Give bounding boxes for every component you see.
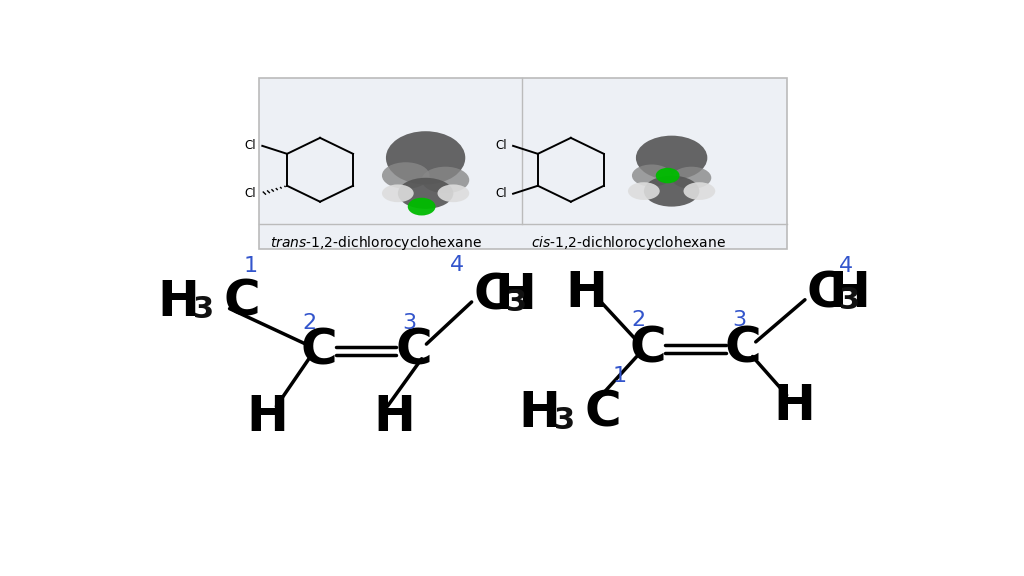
Text: $\mathit{trans}$-1,2-dichlorocyclohexane: $\mathit{trans}$-1,2-dichlorocyclohexane xyxy=(270,234,482,252)
Text: 1: 1 xyxy=(244,256,258,276)
Ellipse shape xyxy=(644,176,699,207)
Text: C: C xyxy=(223,278,260,326)
Text: Cl: Cl xyxy=(245,187,256,200)
Text: H: H xyxy=(158,278,200,326)
Ellipse shape xyxy=(397,178,454,209)
Ellipse shape xyxy=(437,184,469,202)
Ellipse shape xyxy=(628,182,659,200)
Text: C: C xyxy=(585,389,622,437)
Ellipse shape xyxy=(422,166,469,194)
Ellipse shape xyxy=(655,168,680,183)
Text: C: C xyxy=(630,324,667,373)
Text: C: C xyxy=(473,271,510,319)
Ellipse shape xyxy=(672,166,712,189)
Text: 3: 3 xyxy=(506,289,526,317)
Text: H: H xyxy=(246,393,288,441)
Text: 3: 3 xyxy=(402,313,417,333)
Text: C: C xyxy=(807,269,844,317)
Ellipse shape xyxy=(408,198,435,215)
Text: H: H xyxy=(828,269,869,317)
Text: 2: 2 xyxy=(302,313,316,333)
Ellipse shape xyxy=(382,162,430,189)
Text: H: H xyxy=(774,382,815,430)
Text: H: H xyxy=(373,393,415,441)
Ellipse shape xyxy=(636,135,708,180)
Text: H: H xyxy=(518,389,560,437)
Text: 3: 3 xyxy=(554,406,575,435)
Text: C: C xyxy=(725,324,762,373)
Ellipse shape xyxy=(382,184,414,202)
Text: C: C xyxy=(395,327,432,375)
Text: C: C xyxy=(300,327,337,375)
Text: Cl: Cl xyxy=(496,187,507,200)
Bar xyxy=(259,78,786,249)
Ellipse shape xyxy=(684,182,715,200)
Text: 3: 3 xyxy=(839,286,860,315)
Text: 3: 3 xyxy=(193,295,214,324)
Text: 3: 3 xyxy=(732,310,746,329)
Text: 4: 4 xyxy=(451,255,465,275)
Text: 4: 4 xyxy=(839,256,853,276)
Ellipse shape xyxy=(386,131,465,184)
Text: 2: 2 xyxy=(631,310,645,329)
Text: H: H xyxy=(495,271,537,319)
Text: H: H xyxy=(566,269,607,317)
Ellipse shape xyxy=(632,165,672,187)
Text: 1: 1 xyxy=(613,366,627,386)
Text: $\mathit{cis}$-1,2-dichlorocyclohexane: $\mathit{cis}$-1,2-dichlorocyclohexane xyxy=(530,234,725,252)
Text: Cl: Cl xyxy=(496,139,507,152)
Text: Cl: Cl xyxy=(245,139,256,152)
